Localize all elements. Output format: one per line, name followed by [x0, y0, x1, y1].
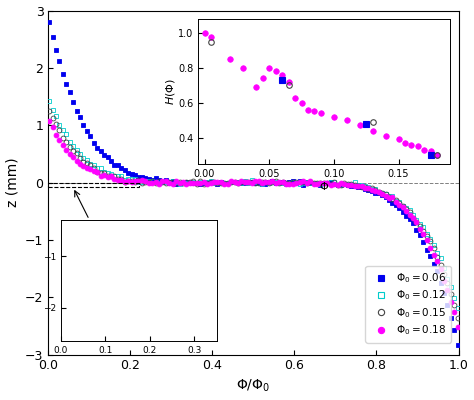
Y-axis label: z (mm): z (mm) — [6, 158, 19, 208]
Bar — [48, 182, 138, 187]
X-axis label: $\Phi / \Phi_0$: $\Phi / \Phi_0$ — [237, 378, 271, 394]
Legend: $\Phi_0=0.06$, $\Phi_0=0.12$, $\Phi_0=0.15$, $\Phi_0=0.18$: $\Phi_0=0.06$, $\Phi_0=0.12$, $\Phi_0=0.… — [365, 266, 451, 342]
